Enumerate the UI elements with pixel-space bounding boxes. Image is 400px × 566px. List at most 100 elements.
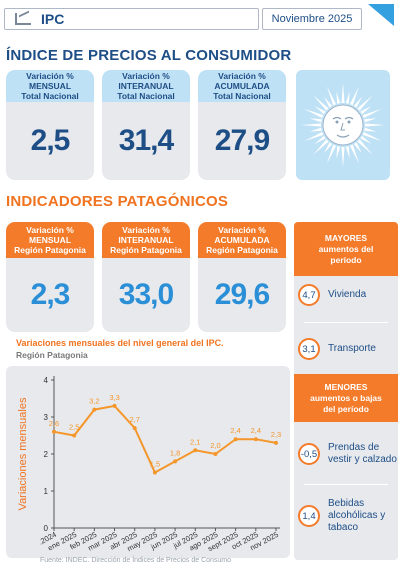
card-head: Variación % ACUMULADA Total Nacional <box>198 70 286 102</box>
card-value: 2,5 <box>30 124 71 157</box>
data-point <box>253 437 258 442</box>
data-point <box>52 429 56 434</box>
y-tick-label: 0 <box>44 524 49 533</box>
data-point <box>233 437 238 442</box>
card-head: Variación % MENSUAL Región Patagonia <box>6 222 94 258</box>
sun-ray <box>314 135 326 144</box>
data-point <box>193 448 198 453</box>
y-tick-label: 4 <box>44 376 49 385</box>
sun-ray <box>353 96 362 108</box>
card-value: 31,4 <box>118 124 174 157</box>
card-line: Variación % <box>218 225 266 235</box>
y-tick-label: 2 <box>44 450 49 459</box>
value-circle: -0,5 <box>298 443 320 465</box>
section-title-patagonia: INDICADORES PATAGÓNICOS <box>6 193 229 210</box>
sun-ray <box>362 108 382 119</box>
sun-ray <box>301 123 322 127</box>
y-tick-label: 1 <box>44 487 49 496</box>
card-head: Variación % ACUMULADA Región Patagonia <box>198 222 286 258</box>
sun-ray <box>324 96 333 108</box>
sun-ray <box>341 146 345 167</box>
item-label-line: tabaco <box>328 522 359 533</box>
mayores-header-line: período <box>330 254 362 265</box>
data-point <box>72 433 77 438</box>
sun-ray <box>313 139 329 155</box>
data-label: 2,0 <box>210 441 220 450</box>
value-circle: 4,7 <box>298 284 320 306</box>
sun-ray <box>362 131 382 142</box>
sun-ray <box>360 135 372 144</box>
header-date: Noviembre 2025 <box>262 8 362 30</box>
sun-ray <box>336 146 341 159</box>
data-point <box>152 470 157 475</box>
card-patagonia-acumulada: Variación % ACUMULADA Región Patagonia 2… <box>198 222 286 332</box>
sun-ray <box>313 95 329 111</box>
sun-ray <box>349 86 360 106</box>
sun-ray <box>314 106 326 115</box>
card-value: 27,9 <box>214 124 270 157</box>
card-value: 2,3 <box>30 278 71 311</box>
data-point <box>173 459 178 464</box>
card-line: Variación % <box>26 225 74 235</box>
sun-ray <box>357 139 373 155</box>
item-label-line: Prendas de <box>328 442 380 453</box>
card-nacional-mensual: Variación % MENSUAL Total Nacional 2,5 <box>6 70 94 180</box>
section-title-nacional: ÍNDICE DE PRECIOS AL CONSUMIDOR <box>6 47 292 64</box>
sun-ray <box>341 83 345 104</box>
sun-ray <box>304 131 324 142</box>
data-label: 1,5 <box>150 460 160 469</box>
card-line: Total Nacional <box>213 91 271 101</box>
mayores-item-vivienda: 4,7 Vivienda <box>298 284 366 306</box>
card-line: Región Patagonia <box>206 245 278 255</box>
card-line: INTERANUAL <box>118 235 174 245</box>
value-circle: 3,1 <box>298 338 320 360</box>
card-value: 33,0 <box>118 278 174 311</box>
data-label: 2,1 <box>190 437 200 446</box>
menores-header-line: del período <box>323 403 369 414</box>
card-line: ACUMULADA <box>214 235 270 245</box>
sun-ray <box>304 108 324 119</box>
source-note: Fuente: INDEC. Dirección de Índices de P… <box>40 557 232 564</box>
value-circle: 1,4 <box>298 505 320 527</box>
data-label: 3,3 <box>109 393 119 402</box>
card-nacional-acumulada: Variación % ACUMULADA Total Nacional 27,… <box>198 70 286 180</box>
item-label: Bebidas alcohólicas y tabaco <box>328 498 385 534</box>
sun-ray <box>324 142 333 154</box>
chart-box: 0 1 2 3 4 Variaciones mensuales .2024 ene 2025 f… <box>6 366 290 558</box>
card-head: Variación % INTERANUAL Región Patagonia <box>102 222 190 258</box>
data-label: 2,3 <box>271 430 281 439</box>
sun-ray <box>364 127 377 132</box>
card-head: Variación % INTERANUAL Total Nacional <box>102 70 190 102</box>
data-point <box>274 440 278 445</box>
card-line: MENSUAL <box>28 81 72 91</box>
data-point <box>92 407 97 412</box>
item-label: Transporte <box>328 343 376 354</box>
card-line: Región Patagonia <box>14 245 86 255</box>
data-label: 2,6 <box>49 419 59 428</box>
item-label-line: alcohólicas y <box>328 510 386 521</box>
sun-ray <box>309 118 322 123</box>
divider <box>304 484 388 485</box>
divider <box>304 322 388 323</box>
sun-ray <box>345 146 350 159</box>
menores-item-bebidas: 1,4 Bebidas alcohólicas y tabaco <box>298 498 385 534</box>
card-line: ACUMULADA <box>214 81 270 91</box>
card-line: Región Patagonia <box>110 245 182 255</box>
series-line <box>53 404 277 474</box>
sun-ray <box>353 142 362 154</box>
card-line: INTERANUAL <box>118 81 174 91</box>
card-line: Variación % <box>26 71 74 81</box>
mayores-item-transporte: 3,1 Transporte <box>298 338 376 360</box>
data-label: 2,5 <box>69 423 79 432</box>
data-point <box>132 426 137 431</box>
sun-of-may-icon <box>301 83 385 167</box>
data-label: 2,7 <box>130 415 140 424</box>
sun-ray <box>364 118 377 123</box>
menores-item-prendas: -0,5 Prendas de vestir y calzado <box>298 442 397 466</box>
sun-ray <box>326 144 337 164</box>
data-label: 1,8 <box>170 448 180 457</box>
card-value: 29,6 <box>214 278 270 311</box>
mayores-header-line: aumentos del <box>318 243 374 254</box>
sun-ray <box>360 106 372 115</box>
